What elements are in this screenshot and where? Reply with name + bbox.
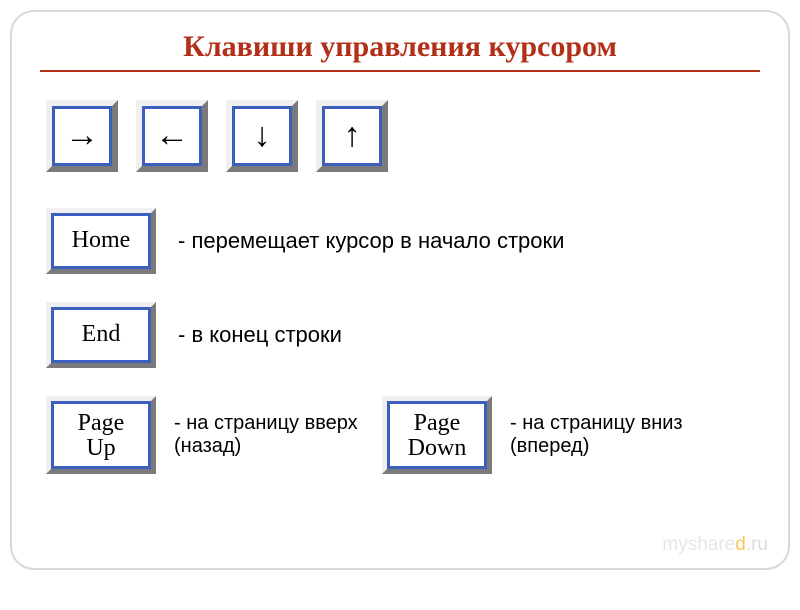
- end-key: End: [46, 302, 156, 368]
- home-description: - перемещает курсор в начало строки: [178, 228, 564, 254]
- watermark-prefix: myshare: [662, 534, 735, 555]
- arrow-keys-row: → ← ↓ ↑: [46, 100, 754, 172]
- pagedown-line2: Down: [408, 436, 467, 461]
- page-row: Page Up - на страницу вверх (назад) Page…: [46, 396, 754, 474]
- slide-frame: Клавиши управления курсором → ← ↓ ↑ Home…: [10, 10, 790, 570]
- watermark-highlight: d: [735, 534, 746, 555]
- watermark-suffix: .ru: [746, 534, 768, 555]
- arrow-up-key: ↑: [316, 100, 388, 172]
- home-row: Home - перемещает курсор в начало строки: [46, 208, 754, 274]
- pageup-key: Page Up: [46, 396, 156, 474]
- watermark: myshared.ru: [662, 534, 768, 556]
- pageup-line1: Page: [78, 411, 125, 436]
- pageup-description: - на страницу вверх (назад): [174, 412, 364, 458]
- end-description: - в конец строки: [178, 322, 342, 348]
- arrow-right-key: →: [46, 100, 118, 172]
- pagedown-line1: Page: [414, 411, 461, 436]
- arrow-down-key: ↓: [226, 100, 298, 172]
- end-row: End - в конец строки: [46, 302, 754, 368]
- pagedown-key: Page Down: [382, 396, 492, 474]
- pageup-line2: Up: [86, 436, 115, 461]
- slide-title: Клавиши управления курсором: [46, 30, 754, 64]
- title-rule: [40, 70, 760, 72]
- home-key: Home: [46, 208, 156, 274]
- pagedown-description: - на страницу вниз (вперед): [510, 412, 700, 458]
- arrow-left-key: ←: [136, 100, 208, 172]
